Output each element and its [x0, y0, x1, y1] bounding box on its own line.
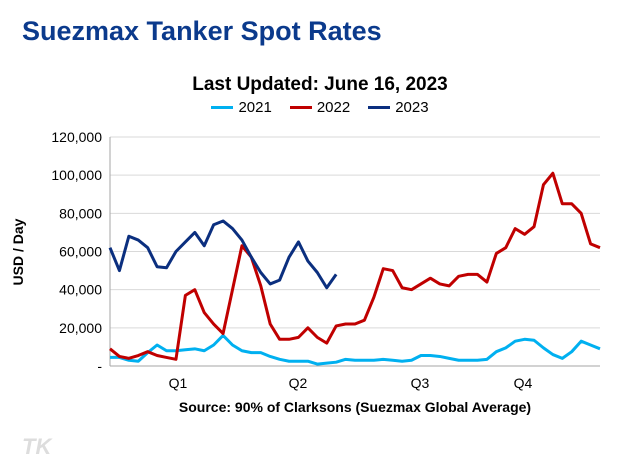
- y-tick-label: 80,000: [59, 205, 102, 221]
- legend: 2021 2022 2023: [0, 99, 640, 116]
- x-tick-label: Q3: [411, 375, 430, 391]
- series-line-2023: [108, 219, 338, 290]
- legend-item-2023: 2023: [368, 99, 429, 116]
- y-tick-label: -: [97, 358, 102, 374]
- y-axis-label: USD / Day: [10, 218, 26, 285]
- y-tick-label: 60,000: [59, 244, 102, 260]
- x-tick-label: Q1: [169, 375, 188, 391]
- legend-label: 2021: [238, 99, 272, 116]
- series-line-2021: [110, 333, 601, 366]
- x-tick-label: Q2: [289, 375, 308, 391]
- x-tick-label: Q4: [514, 375, 533, 391]
- legend-swatch: [211, 106, 234, 109]
- legend-swatch: [368, 106, 391, 109]
- y-tick-label: 40,000: [59, 282, 102, 298]
- y-tick-label: 100,000: [51, 167, 102, 183]
- logo: TK: [22, 434, 52, 459]
- legend-label: 2022: [316, 99, 351, 116]
- chart-title: Last Updated: June 16, 2023: [192, 74, 448, 95]
- series-line-2022: [109, 171, 601, 361]
- x-axis-label: Source: 90% of Clarksons (Suezmax Global…: [178, 399, 532, 415]
- legend-item-2022: 2022: [289, 99, 351, 116]
- legend-item-2021: 2021: [211, 99, 272, 116]
- legend-swatch: [289, 106, 312, 109]
- y-tick-label: 120,000: [51, 129, 102, 145]
- y-tick-label: 20,000: [59, 320, 102, 336]
- legend-label: 2023: [395, 99, 429, 116]
- page-title: Suezmax Tanker Spot Rates: [22, 16, 382, 46]
